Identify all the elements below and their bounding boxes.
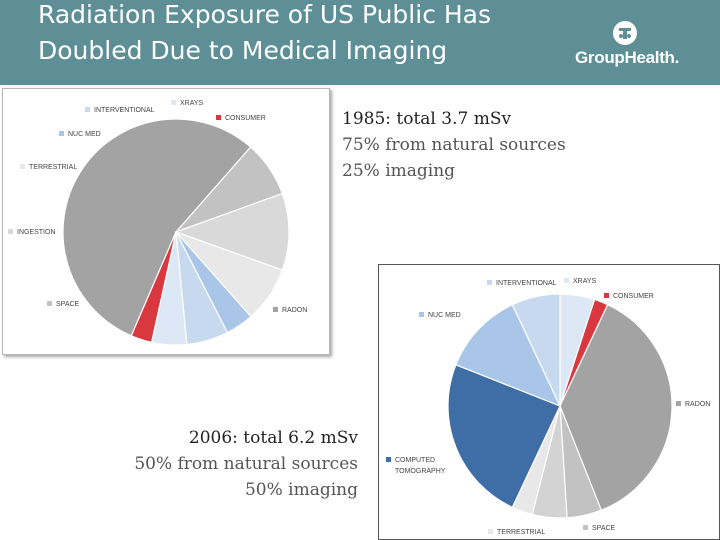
- legend-swatch-radon: [273, 307, 278, 312]
- grouphealth-logo-icon: [613, 21, 637, 45]
- legend-swatch-space: [583, 525, 588, 530]
- pie-chart-2006: INTERVENTIONAL XRAYS CONSUMER NUC MED RADON C…: [378, 264, 720, 540]
- caption-2006-natural: 50% from natural sources: [134, 454, 358, 474]
- legend-swatch-nuc-med: [59, 131, 64, 136]
- legend-label-radon: RADON: [685, 401, 710, 408]
- legend-swatch-terrestrial: [488, 529, 493, 534]
- logo-wordmark: GroupHealth.: [575, 48, 680, 67]
- pie-chart-2006-svg: INTERVENTIONAL XRAYS CONSUMER NUC MED RADON C…: [386, 278, 710, 536]
- legend-label-consumer: CONSUMER: [613, 293, 654, 300]
- page-title-line-2: Doubled Due to Medical Imaging: [38, 36, 448, 65]
- caption-1985-imaging: 25% imaging: [342, 161, 456, 181]
- legend-label-consumer: CONSUMER: [225, 115, 266, 122]
- legend-swatch-consumer: [216, 115, 221, 120]
- legend-swatch-space: [47, 301, 52, 306]
- legend-label-interventional: INTERVENTIONAL: [496, 280, 557, 287]
- legend-swatch-xrays: [171, 100, 176, 105]
- legend-label-xrays: XRAYS: [180, 100, 204, 107]
- legend-swatch-interventional: [487, 280, 492, 285]
- pie-slice-ingestion: [174, 192, 290, 271]
- caption-2006-total: 2006: total 6.2 mSv: [188, 428, 358, 448]
- legend-label-computed-tomography-0: COMPUTED: [395, 457, 435, 464]
- legend-swatch-computed-tomography: [386, 457, 391, 462]
- legend-label-xrays: XRAYS: [573, 278, 597, 285]
- pie-chart-1985: INTERVENTIONAL XRAYS NUC MED CONSUMER TERRES…: [2, 88, 330, 355]
- legend-label-computed-tomography-1: TOMOGRAPHY: [395, 468, 446, 475]
- legend-swatch-xrays: [564, 278, 569, 283]
- caption-1985: 1985: total 3.7 mSv 75% from natural sou…: [342, 106, 566, 184]
- legend-swatch-ingestion: [8, 229, 13, 234]
- title-banner: Radiation Exposure of US Public Has Doub…: [0, 0, 720, 85]
- legend-swatch-terrestrial: [20, 164, 25, 169]
- legend-label-nuc-med: NUC MED: [68, 131, 101, 138]
- pie-slice-consumer: [130, 231, 177, 344]
- pie-slice-interventional: [511, 293, 561, 407]
- legend-swatch-consumer: [604, 293, 609, 298]
- pie-chart-1985-svg: INTERVENTIONAL XRAYS NUC MED CONSUMER TERRES…: [8, 100, 307, 346]
- pie-slice-radon: [62, 118, 252, 337]
- legend-label-terrestrial: TERRESTRIAL: [497, 529, 545, 536]
- pie-slice-nuc-med: [455, 303, 562, 408]
- legend-swatch-nuc-med: [419, 312, 424, 317]
- pie-slice-computed-tomography: [447, 363, 561, 509]
- page-title-line-1: Radiation Exposure of US Public Has: [38, 0, 492, 29]
- caption-1985-total: 1985: total 3.7 mSv: [342, 109, 512, 129]
- legend-label-interventional: INTERVENTIONAL: [94, 107, 155, 114]
- legend-label-space: SPACE: [592, 525, 616, 532]
- caption-2006-imaging: 50% imaging: [244, 480, 358, 500]
- caption-2006: 2006: total 6.2 mSv 50% from natural sou…: [134, 425, 358, 503]
- legend-label-nuc-med: NUC MED: [428, 312, 461, 319]
- legend-swatch-radon: [676, 401, 681, 406]
- caption-1985-natural: 75% from natural sources: [342, 135, 566, 155]
- pie-slice-radon: [559, 303, 673, 511]
- legend-label-terrestrial: TERRESTRIAL: [29, 164, 77, 171]
- legend-swatch-interventional: [85, 107, 90, 112]
- legend-label-ingestion: INGESTION: [17, 229, 56, 236]
- legend-label-radon: RADON: [282, 307, 307, 314]
- legend-label-space: SPACE: [56, 301, 80, 308]
